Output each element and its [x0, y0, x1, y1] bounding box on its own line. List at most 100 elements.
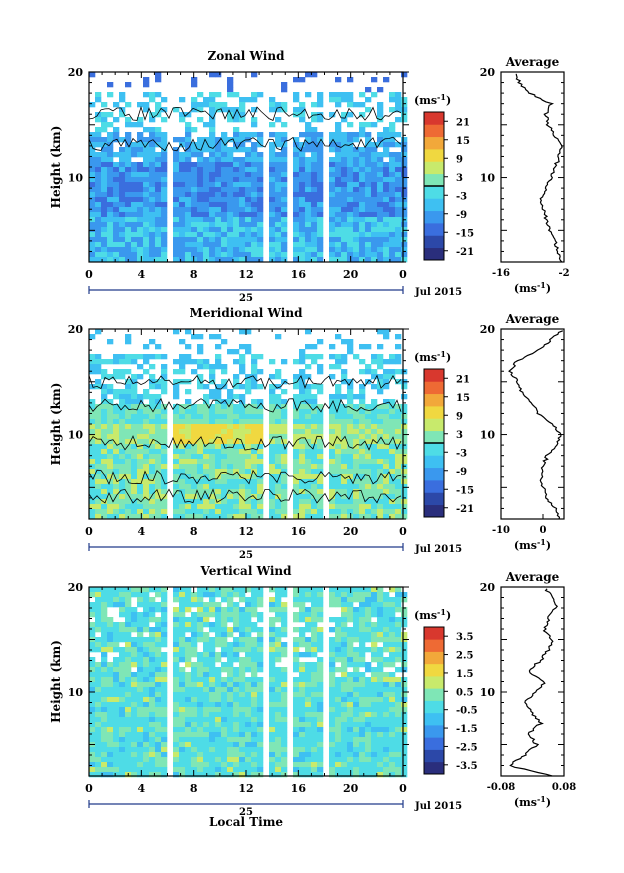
heatmap-cell: [239, 479, 246, 485]
heatmap-cell: [125, 657, 132, 663]
heatmap-cell: [101, 484, 108, 490]
heatmap-cell: [203, 702, 210, 708]
heatmap-cell: [239, 247, 246, 253]
heatmap-cell: [383, 237, 390, 243]
heatmap-cell: [215, 677, 222, 683]
heatmap-cell: [131, 167, 138, 173]
heatmap-cell: [305, 389, 312, 395]
heatmap-cell: [107, 187, 114, 193]
heatmap-cell: [89, 222, 96, 228]
heatmap-cell: [293, 677, 300, 683]
heatmap-cell: [191, 489, 198, 495]
heatmap-cell: [395, 479, 402, 485]
heatmap-cell: [293, 172, 300, 178]
heatmap-cell: [89, 642, 96, 648]
heatmap-cell: [185, 732, 192, 738]
heatmap-cell: [185, 607, 192, 613]
heatmap-cell: [317, 207, 324, 213]
heatmap-cell: [281, 592, 288, 598]
heatmap-cell: [161, 252, 168, 258]
heatmap-cell: [155, 142, 162, 148]
heatmap-cell: [227, 202, 234, 208]
heatmap-cell: [401, 142, 408, 148]
heatmap-cell: [215, 514, 222, 520]
heatmap-cell: [197, 454, 204, 460]
heatmap-cell: [137, 717, 144, 723]
heatmap-cell: [95, 627, 102, 633]
heatmap-cell: [221, 207, 228, 213]
heatmap-cell: [149, 722, 156, 728]
heatmap-cell: [107, 592, 114, 598]
profile-x-tick-label: -16: [492, 268, 510, 279]
heatmap-cell: [389, 672, 396, 678]
heatmap-cell: [161, 162, 168, 168]
heatmap-cell: [371, 167, 378, 173]
heatmap-cell: [119, 637, 126, 643]
heatmap-cell: [365, 707, 372, 713]
heatmap-cell: [101, 479, 108, 485]
heatmap-cell: [341, 722, 348, 728]
heatmap-cell: [101, 389, 108, 395]
heatmap-cell: [389, 172, 396, 178]
heatmap-cell: [203, 509, 210, 515]
heatmap-cell: [203, 419, 210, 425]
heatmap-cell: [185, 469, 192, 475]
heatmap-cell: [107, 494, 114, 500]
heatmap-cell: [155, 192, 162, 198]
heatmap-cell: [161, 602, 168, 608]
heatmap-cell: [377, 329, 384, 335]
heatmap-cell: [155, 772, 162, 778]
heatmap-cell: [89, 252, 96, 258]
heatmap-cell: [281, 187, 288, 193]
heatmap-cell: [185, 627, 192, 633]
heatmap-cell: [353, 762, 360, 768]
heatmap-cell: [305, 742, 312, 748]
heatmap-cell: [341, 232, 348, 238]
heatmap-cell: [365, 747, 372, 753]
heatmap-cell: [161, 364, 168, 370]
heatmap-cell: [371, 687, 378, 693]
heatmap-cell: [311, 137, 318, 143]
heatmap-cell: [95, 329, 102, 335]
heatmap-cell: [239, 232, 246, 238]
heatmap-cell: [317, 157, 324, 163]
heatmap-cell: [185, 212, 192, 218]
heatmap-cell: [389, 692, 396, 698]
heatmap-cell: [329, 217, 336, 223]
heatmap-cell: [329, 722, 336, 728]
heatmap-cell: [317, 647, 324, 653]
heatmap-cell: [197, 107, 204, 113]
heatmap-cell: [317, 97, 324, 103]
heatmap-cell: [209, 722, 216, 728]
heatmap-cell: [311, 232, 318, 238]
heatmap-cell: [89, 142, 96, 148]
heatmap-cell: [155, 92, 162, 98]
heatmap-cell: [359, 247, 366, 253]
heatmap-cell: [359, 469, 366, 475]
heatmap-cell: [293, 727, 300, 733]
heatmap-cell: [317, 474, 324, 480]
heatmap-cell: [173, 647, 180, 653]
heatmap-cell: [293, 772, 300, 778]
heatmap-cell: [137, 414, 144, 420]
heatmap-cell: [293, 514, 300, 520]
heatmap-cell: [191, 212, 198, 218]
heatmap-cell: [365, 752, 372, 758]
heatmap-cell: [251, 449, 258, 455]
heatmap-cell: [107, 157, 114, 163]
heatmap-cell: [155, 474, 162, 480]
heatmap-cell: [215, 419, 222, 425]
heatmap-cell: [89, 474, 96, 480]
heatmap-cell: [185, 587, 192, 593]
heatmap-cell: [161, 707, 168, 713]
heatmap-cell: [161, 137, 168, 143]
heatmap-cell: [395, 737, 402, 743]
heatmap-cell: [281, 359, 288, 365]
heatmap-cell: [239, 434, 246, 440]
heatmap-cell: [227, 424, 234, 430]
heatmap-cell: [89, 449, 96, 455]
heatmap-cell: [329, 474, 336, 480]
heatmap-cell: [221, 222, 228, 228]
heatmap-cell: [377, 762, 384, 768]
heatmap-cell: [365, 469, 372, 475]
